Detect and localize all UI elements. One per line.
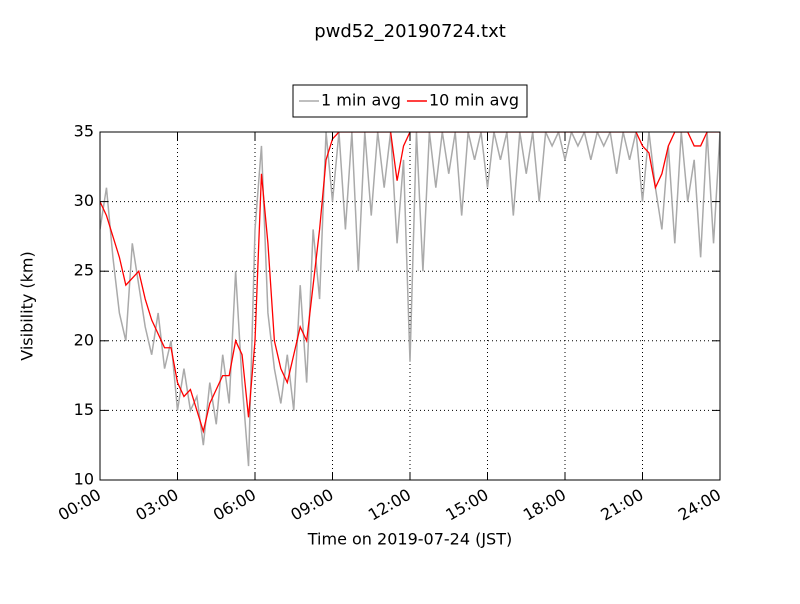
y-tick-label: 20 (74, 330, 94, 349)
y-axis-label: Visibility (km) (18, 251, 37, 360)
y-tick-label: 35 (74, 122, 94, 141)
y-tick-label: 30 (74, 191, 94, 210)
x-axis-label: Time on 2019-07-24 (JST) (307, 530, 512, 549)
y-tick-label: 15 (74, 400, 94, 419)
series-line (100, 132, 720, 434)
legend-label: 1 min avg (321, 91, 401, 110)
chart-title: pwd52_20190724.txt (314, 21, 506, 42)
y-tick-label: 10 (74, 470, 94, 489)
y-tick-label: 25 (74, 261, 94, 280)
series-line (100, 132, 720, 467)
legend-label: 10 min avg (429, 91, 519, 110)
